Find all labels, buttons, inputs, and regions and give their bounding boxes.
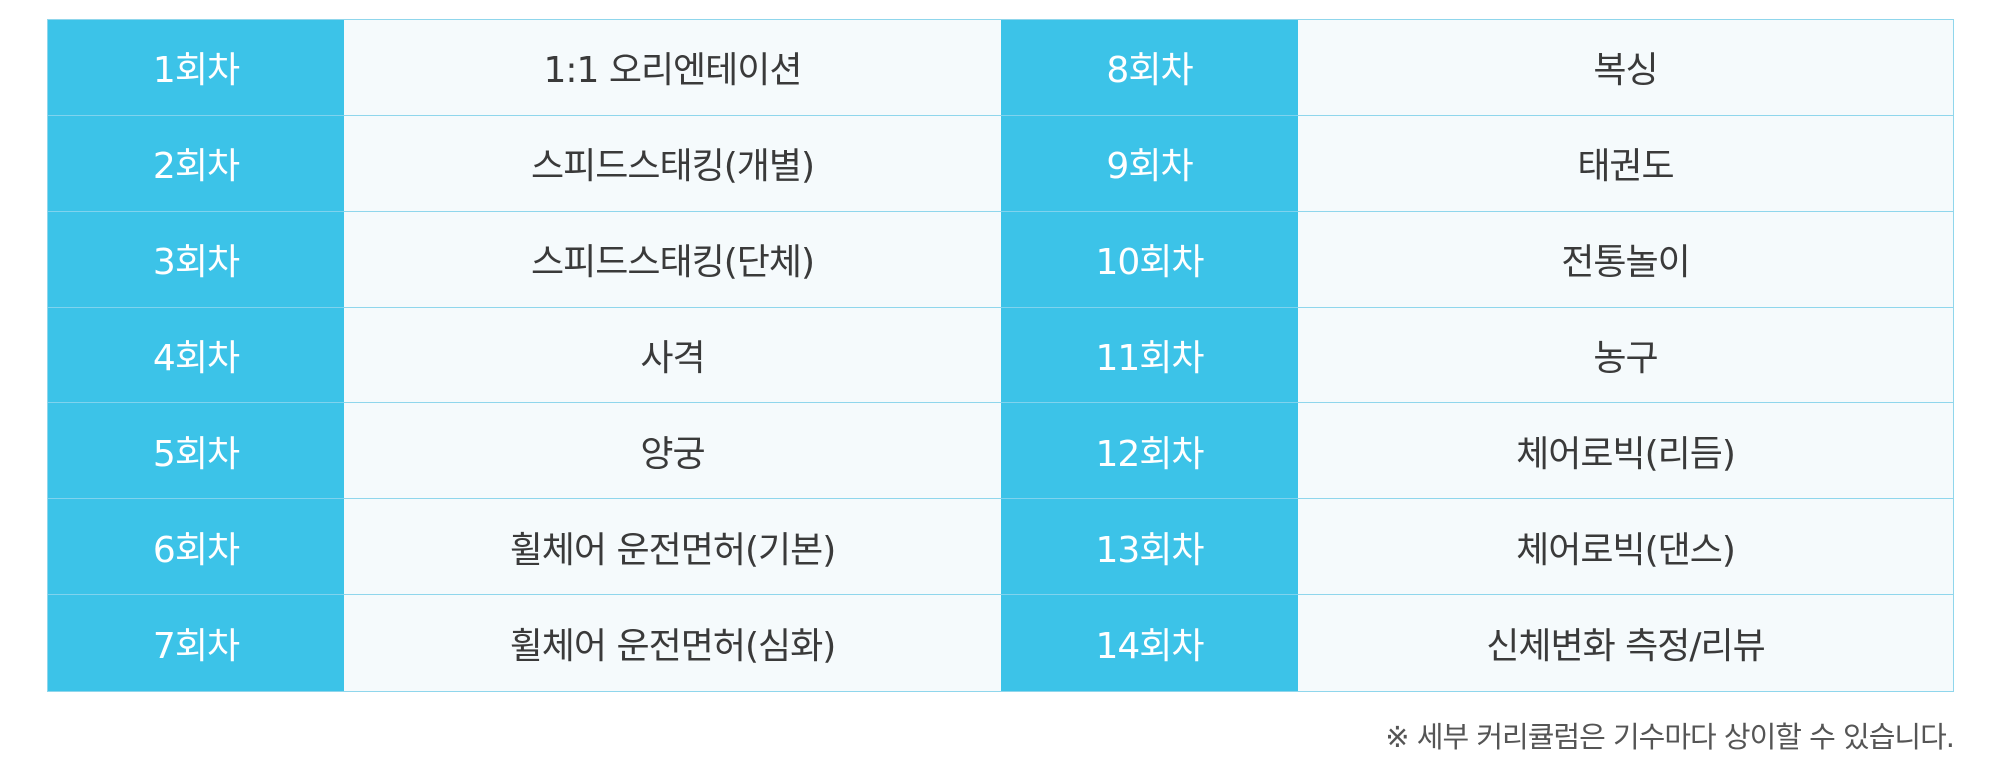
- session-topic: 양궁: [344, 403, 1001, 500]
- session-label: 14회차: [1001, 595, 1298, 691]
- session-label: 9회차: [1001, 115, 1298, 212]
- session-label: 8회차: [1001, 20, 1298, 116]
- session-label: 12회차: [1001, 403, 1298, 500]
- session-label: 11회차: [1001, 307, 1298, 404]
- session-topic: 신체변화 측정/리뷰: [1298, 595, 1953, 691]
- session-label: 5회차: [48, 403, 344, 500]
- session-topic: 스피드스태킹(단체): [344, 211, 1001, 308]
- session-topic: 1:1 오리엔테이션: [344, 20, 1001, 116]
- session-topic: 농구: [1298, 307, 1953, 404]
- session-label: 10회차: [1001, 211, 1298, 308]
- session-topic: 사격: [344, 307, 1001, 404]
- session-topic: 스피드스태킹(개별): [344, 115, 1001, 212]
- session-label: 2회차: [48, 115, 344, 212]
- session-topic: 휠체어 운전면허(심화): [344, 595, 1001, 691]
- session-topic: 전통놀이: [1298, 211, 1953, 308]
- session-label: 3회차: [48, 211, 344, 308]
- session-label: 6회차: [48, 499, 344, 596]
- session-label: 1회차: [48, 20, 344, 116]
- session-topic: 태권도: [1298, 115, 1953, 212]
- session-topic: 휠체어 운전면허(기본): [344, 499, 1001, 596]
- session-topic: 체어로빅(댄스): [1298, 499, 1953, 596]
- session-label: 13회차: [1001, 499, 1298, 596]
- session-label: 4회차: [48, 307, 344, 404]
- session-label: 7회차: [48, 595, 344, 691]
- curriculum-table: 1회차 1:1 오리엔테이션 8회차 복싱 2회차 스피드스태킹(개별) 9회차 태권도 3회차…: [47, 19, 1954, 692]
- session-topic: 복싱: [1298, 20, 1953, 116]
- session-topic: 체어로빅(리듬): [1298, 403, 1953, 500]
- footnote: ※ 세부 커리큘럼은 기수마다 상이할 수 있습니다.: [1385, 720, 1955, 754]
